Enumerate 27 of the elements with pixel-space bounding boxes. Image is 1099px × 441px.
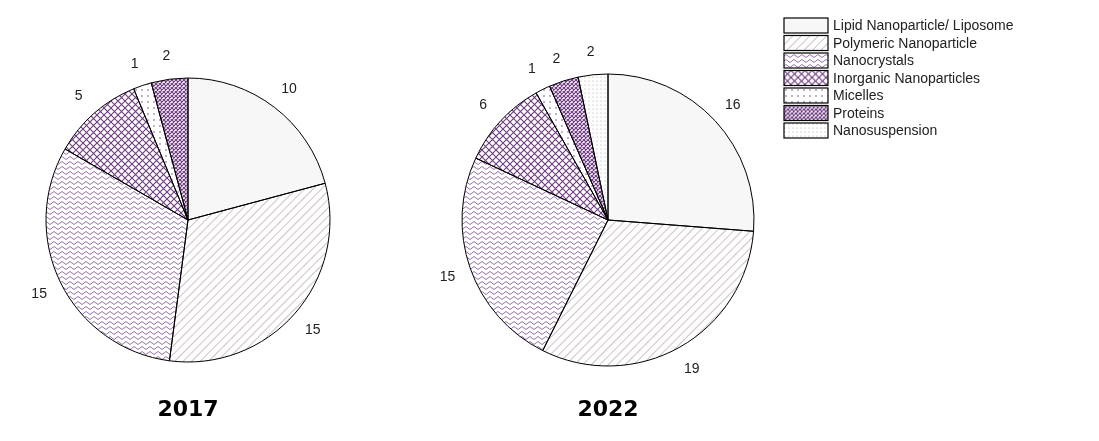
legend-label: Inorganic Nanoparticles [833,69,981,86]
data-label: 2 [162,47,171,64]
text: 2022 [577,396,639,421]
data-label: 1 [528,59,537,76]
data-label: 16 [724,96,741,113]
data-label: 15 [305,321,321,338]
text: 2017 [157,396,219,421]
legend-label: Lipid Nanoparticle/ Liposome [833,17,1014,33]
data-label: 1 [130,54,139,71]
pie-slice [169,183,330,362]
pie-slice [187,77,326,221]
data-label: 6 [479,96,488,113]
legend-label: Micelles [833,87,884,103]
legend-label: Proteins [833,104,885,121]
legend-label: Nanocrystals [833,52,914,68]
data-label: 15 [31,285,48,302]
data-label: 2 [586,42,595,59]
data-label: 19 [683,359,700,376]
pie-slice [607,73,755,232]
data-label: 5 [74,87,83,104]
legend-label: Polymeric Nanoparticle [833,34,978,51]
pie-slice [46,149,188,361]
data-label: 15 [439,267,456,284]
pie-slice [462,158,608,351]
legend-label: Nanosuspension [833,122,938,138]
data-label: 10 [281,80,298,97]
data-label: 2 [552,49,561,66]
